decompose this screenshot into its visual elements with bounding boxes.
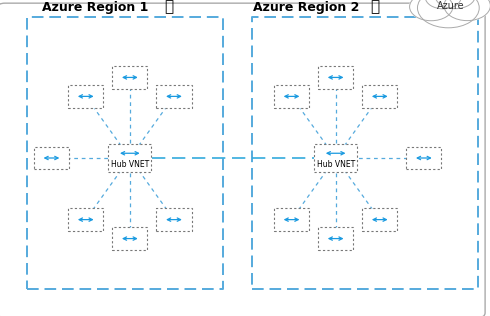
Circle shape	[435, 0, 475, 9]
Circle shape	[425, 0, 461, 9]
FancyBboxPatch shape	[112, 66, 147, 89]
FancyBboxPatch shape	[68, 208, 103, 231]
FancyBboxPatch shape	[68, 85, 103, 108]
FancyBboxPatch shape	[274, 208, 309, 231]
FancyBboxPatch shape	[362, 85, 397, 108]
FancyBboxPatch shape	[156, 208, 192, 231]
FancyBboxPatch shape	[406, 147, 441, 169]
Text: Hub VNET: Hub VNET	[111, 160, 149, 168]
Text: 🌐: 🌐	[370, 0, 379, 14]
Text: 🌐: 🌐	[165, 0, 173, 14]
Text: Azure Region 1: Azure Region 1	[42, 1, 149, 14]
FancyBboxPatch shape	[0, 3, 485, 316]
FancyBboxPatch shape	[274, 85, 309, 108]
FancyBboxPatch shape	[314, 144, 357, 172]
Text: Azure Region 2: Azure Region 2	[253, 1, 360, 14]
FancyBboxPatch shape	[318, 66, 353, 89]
Circle shape	[417, 0, 479, 28]
Text: Hub VNET: Hub VNET	[317, 160, 355, 168]
FancyBboxPatch shape	[362, 208, 397, 231]
FancyBboxPatch shape	[112, 227, 147, 250]
Circle shape	[410, 0, 453, 21]
FancyBboxPatch shape	[108, 144, 151, 172]
Text: Azure: Azure	[437, 1, 465, 11]
FancyBboxPatch shape	[156, 85, 192, 108]
Circle shape	[444, 0, 490, 21]
FancyBboxPatch shape	[318, 227, 353, 250]
FancyBboxPatch shape	[34, 147, 69, 169]
